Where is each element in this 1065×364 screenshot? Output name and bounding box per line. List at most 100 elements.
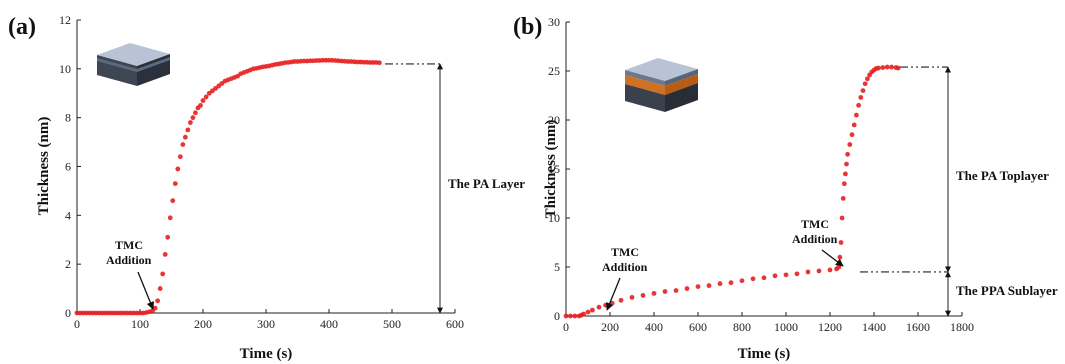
data-point xyxy=(377,60,382,66)
y-tick-label: 10 xyxy=(59,62,71,76)
x-tick-label: 1200 xyxy=(818,320,842,334)
data-point xyxy=(889,64,894,70)
data-point xyxy=(629,294,635,300)
tmc-addition-line2: Addition xyxy=(106,253,152,267)
x-tick-label: 200 xyxy=(194,317,212,331)
data-point xyxy=(841,181,847,187)
data-point xyxy=(662,289,668,294)
tmc-addition-b1-line1: TMC xyxy=(611,245,639,259)
tmc-addition-label-b1: TMC Addition xyxy=(602,245,648,274)
data-point xyxy=(880,65,886,70)
data-point xyxy=(684,286,690,291)
data-point xyxy=(200,98,206,103)
data-point xyxy=(750,276,756,282)
y-tick-label: 12 xyxy=(59,13,71,27)
tmc-addition-line1: TMC xyxy=(115,238,143,252)
x-tick-label: 1800 xyxy=(950,320,974,334)
y-tick-label: 4 xyxy=(65,208,71,222)
data-point xyxy=(198,103,203,108)
y-tick-label: 30 xyxy=(548,15,560,29)
data-point xyxy=(772,273,778,279)
x-tick-label: 400 xyxy=(320,317,338,331)
data-point xyxy=(193,110,198,116)
y-tick-label: 5 xyxy=(554,260,560,274)
data-point xyxy=(152,305,158,311)
data-point xyxy=(568,313,573,319)
data-point xyxy=(858,95,864,100)
data-point xyxy=(596,304,602,310)
data-point xyxy=(177,154,183,160)
data-point xyxy=(844,161,849,167)
data-point xyxy=(837,254,843,260)
data-point xyxy=(847,142,853,147)
axes-b: 0 200 400 600 800 1000 1200 1400 1600 1800 0 5 10 15 2… xyxy=(543,15,974,362)
data-point xyxy=(563,313,569,319)
data-point xyxy=(618,297,624,303)
x-tick-label: 0 xyxy=(563,320,569,334)
tmc-addition-b1-line2: Addition xyxy=(602,260,648,274)
y-tick-label: 20 xyxy=(548,113,560,127)
data-point xyxy=(895,65,901,71)
data-point xyxy=(728,280,734,286)
data-point xyxy=(155,298,161,304)
data-point xyxy=(876,65,881,71)
x-tick-label: 200 xyxy=(601,320,619,334)
pa-toplayer-label: The PA Toplayer xyxy=(956,168,1049,183)
data-point xyxy=(182,134,188,140)
y-tick-label: 8 xyxy=(65,111,71,125)
x-tick-label: 600 xyxy=(446,317,464,331)
data-point xyxy=(860,88,866,93)
data-point xyxy=(651,291,657,296)
data-point xyxy=(794,271,800,277)
panel-b: (b) 0 200 400 600 800 1000 1200 1400 1600 1800 0 5 1… xyxy=(513,14,1058,362)
data-point xyxy=(856,102,861,108)
data-point xyxy=(783,272,789,278)
y-tick-label: 6 xyxy=(65,160,71,174)
data-point xyxy=(849,132,855,138)
data-point xyxy=(203,94,209,100)
data-point xyxy=(581,311,586,317)
x-axis-label: Time (s) xyxy=(738,346,791,362)
panel-label-b: (b) xyxy=(513,14,542,40)
data-point xyxy=(717,281,723,287)
data-point xyxy=(175,166,181,172)
data-point xyxy=(854,112,859,118)
x-tick-label: 1400 xyxy=(862,320,886,334)
tmc-addition-b2-line1: TMC xyxy=(801,217,829,231)
data-point xyxy=(585,309,591,315)
tmc-arrow-b1 xyxy=(606,277,621,311)
x-axis-label: Time (s) xyxy=(240,346,293,362)
data-point xyxy=(840,196,846,201)
x-tick-label: 400 xyxy=(645,320,663,334)
y-tick-label: 15 xyxy=(548,162,560,176)
data-point xyxy=(590,307,595,313)
tmc-addition-b2-line2: Addition xyxy=(792,232,838,246)
data-point xyxy=(180,142,186,147)
x-tick-label: 600 xyxy=(689,320,707,334)
data-point xyxy=(603,302,608,308)
data-point xyxy=(865,76,870,82)
panel-a: (a) 0 100 200 300 400 500 600 0 2 4 6 8 10 12 Time (s)… xyxy=(8,13,525,362)
data-point xyxy=(172,181,178,186)
y-axis-label: Thickness (nm) xyxy=(36,117,52,216)
data-point xyxy=(838,240,844,245)
data-point xyxy=(190,115,196,121)
data-point xyxy=(884,64,890,70)
y-tick-label: 0 xyxy=(65,306,71,320)
data-point xyxy=(761,275,767,281)
panel-label-a: (a) xyxy=(8,14,36,40)
data-point xyxy=(843,171,848,177)
data-point xyxy=(160,271,166,277)
data-point xyxy=(640,293,646,298)
x-tick-label: 300 xyxy=(257,317,275,331)
data-point xyxy=(188,120,193,125)
x-tick-label: 800 xyxy=(733,320,751,334)
data-point xyxy=(162,252,168,257)
x-tick-label: 100 xyxy=(131,317,149,331)
data-point xyxy=(739,278,745,284)
x-tick-label: 0 xyxy=(74,317,80,331)
data-point xyxy=(170,198,176,204)
tmc-addition-label-a: TMC Addition xyxy=(106,238,152,267)
ppa-sublayer-label: The PPA Sublayer xyxy=(956,283,1058,298)
